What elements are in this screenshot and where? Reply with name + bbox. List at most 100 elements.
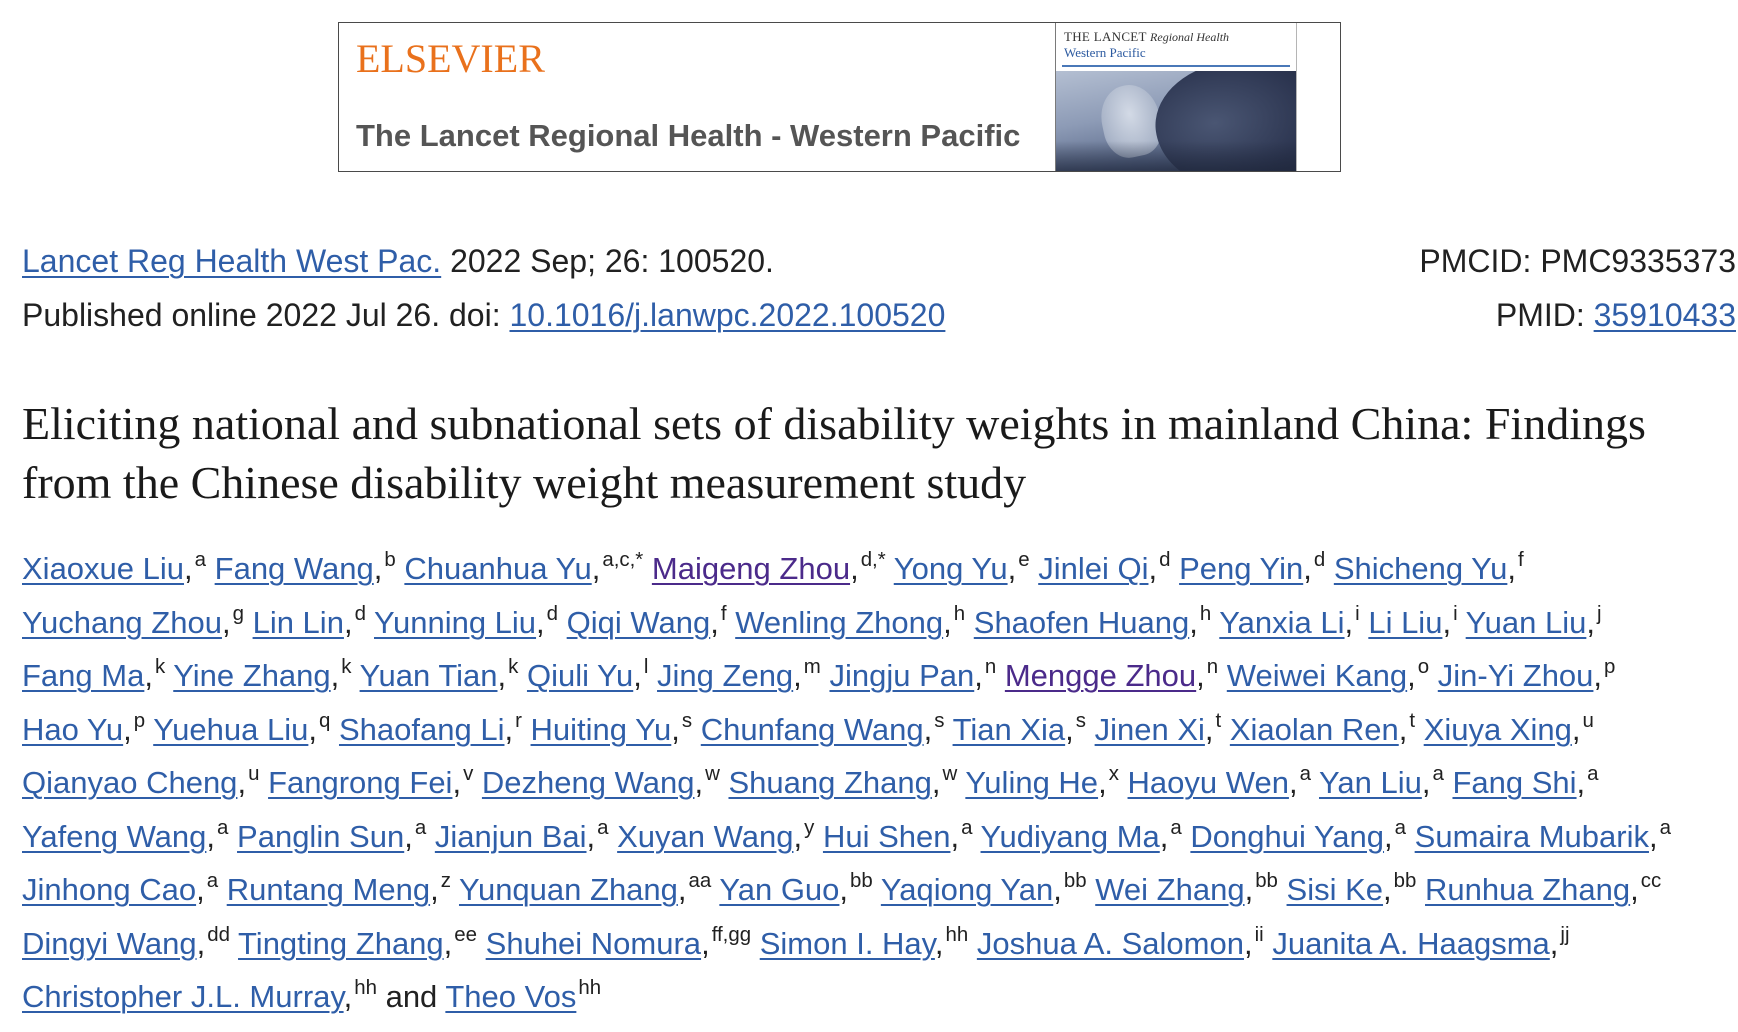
author-affiliation-sup[interactable]: i	[1453, 601, 1458, 625]
author-affiliation-sup[interactable]: s	[1075, 708, 1086, 732]
author-affiliation-sup[interactable]: a	[414, 815, 427, 839]
author-link[interactable]: Jing Zeng	[657, 658, 794, 693]
author-affiliation-sup[interactable]: i	[1355, 601, 1360, 625]
author-link[interactable]: Jinhong Cao	[22, 872, 197, 907]
author-link[interactable]: Yan Liu	[1319, 765, 1422, 800]
author-affiliation-sup[interactable]: t	[1215, 708, 1222, 732]
author-affiliation-sup[interactable]: p	[133, 708, 146, 732]
author-link[interactable]: Yong Yu	[893, 551, 1008, 586]
author-link[interactable]: Hao Yu	[22, 711, 124, 747]
author-link[interactable]: Shicheng Yu	[1333, 551, 1508, 586]
author-link[interactable]: Huiting Yu	[530, 711, 672, 747]
author-link[interactable]: Wenling Zhong	[735, 604, 944, 640]
author-affiliation-sup[interactable]: d	[1159, 548, 1171, 572]
author-link[interactable]: Maigeng Zhou	[651, 551, 851, 586]
journal-banner[interactable]: ELSEVIER The Lancet Regional Health - We…	[338, 22, 1341, 172]
author-link[interactable]: Simon I. Hay	[759, 925, 935, 961]
author-affiliation-sup[interactable]: u	[248, 762, 260, 786]
author-affiliation-sup[interactable]: a	[217, 815, 229, 839]
author-link[interactable]: Yafeng Wang	[22, 818, 207, 854]
author-link[interactable]: Jinen Xi	[1094, 711, 1205, 747]
author-affiliation-sup[interactable]: n	[984, 655, 997, 679]
author-link[interactable]: Yaqiong Yan	[880, 872, 1054, 907]
author-affiliation-sup[interactable]: d,*	[860, 548, 886, 572]
author-affiliation-sup[interactable]: ii	[1254, 922, 1264, 946]
author-affiliation-sup[interactable]: q	[318, 708, 331, 732]
author-link[interactable]: Chuanhua Yu	[404, 551, 592, 586]
author-link[interactable]: Jingju Pan	[829, 658, 975, 693]
author-link[interactable]: Shaofang Li	[338, 711, 505, 747]
author-affiliation-sup[interactable]: jj	[1560, 922, 1570, 946]
author-affiliation-sup[interactable]: bb	[1393, 869, 1417, 893]
author-link[interactable]: Peng Yin	[1179, 551, 1304, 586]
author-link[interactable]: Haoyu Wen	[1127, 765, 1289, 800]
author-affiliation-sup[interactable]: f	[720, 601, 727, 625]
author-link[interactable]: Fangrong Fei	[268, 765, 453, 800]
author-link[interactable]: Yuling He	[965, 765, 1099, 800]
author-affiliation-sup[interactable]: ff,gg	[711, 922, 752, 946]
author-link[interactable]: Shaofen Huang	[973, 604, 1190, 640]
author-link[interactable]: Qiuli Yu	[526, 658, 634, 693]
author-affiliation-sup[interactable]: d	[354, 601, 366, 625]
author-affiliation-sup[interactable]: a	[1170, 815, 1182, 839]
author-link[interactable]: Runhua Zhang	[1425, 872, 1631, 907]
author-link[interactable]: Qiqi Wang	[566, 604, 711, 640]
author-affiliation-sup[interactable]: bb	[850, 869, 873, 893]
doi-link[interactable]: 10.1016/j.lanwpc.2022.100520	[509, 297, 946, 333]
author-link[interactable]: Jinlei Qi	[1038, 551, 1149, 586]
author-affiliation-sup[interactable]: j	[1596, 601, 1602, 625]
author-affiliation-sup[interactable]: b	[384, 548, 396, 572]
journal-link[interactable]: Lancet Reg Health West Pac.	[22, 243, 442, 279]
author-link[interactable]: Yuchang Zhou	[22, 604, 222, 640]
author-affiliation-sup[interactable]: bb	[1255, 869, 1278, 893]
pmid-link[interactable]: 35910433	[1593, 297, 1736, 333]
author-link[interactable]: Donghui Yang	[1190, 818, 1385, 854]
author-link[interactable]: Panglin Sun	[237, 818, 405, 854]
author-link[interactable]: Shuang Zhang	[728, 765, 932, 800]
author-link[interactable]: Tian Xia	[952, 711, 1066, 747]
author-link[interactable]: Hui Shen	[822, 818, 951, 854]
author-affiliation-sup[interactable]: s	[681, 708, 693, 732]
author-affiliation-sup[interactable]: a	[206, 869, 219, 893]
author-affiliation-sup[interactable]: l	[643, 655, 649, 679]
author-link[interactable]: Christopher J.L. Murray	[22, 979, 344, 1014]
author-affiliation-sup[interactable]: t	[1409, 708, 1416, 732]
author-affiliation-sup[interactable]: a	[1659, 815, 1671, 839]
author-link[interactable]: Weiwei Kang	[1226, 658, 1408, 693]
author-affiliation-sup[interactable]: a	[1587, 762, 1599, 786]
author-affiliation-sup[interactable]: z	[440, 869, 451, 893]
author-affiliation-sup[interactable]: k	[154, 655, 166, 679]
author-affiliation-sup[interactable]: g	[232, 601, 244, 625]
author-link[interactable]: Shuhei Nomura	[485, 925, 702, 961]
author-affiliation-sup[interactable]: w	[942, 762, 958, 786]
author-link[interactable]: Tingting Zhang	[238, 925, 444, 961]
author-affiliation-sup[interactable]: d	[546, 601, 559, 625]
author-link[interactable]: Yunquan Zhang	[458, 872, 678, 907]
author-affiliation-sup[interactable]: aa	[688, 869, 712, 893]
author-link[interactable]: Xiuya Xing	[1423, 711, 1572, 747]
author-link[interactable]: Mengge Zhou	[1004, 658, 1197, 693]
author-affiliation-sup[interactable]: s	[934, 708, 945, 732]
author-link[interactable]: Fang Ma	[22, 658, 145, 693]
author-link[interactable]: Yunning Liu	[374, 604, 537, 640]
author-link[interactable]: Yine Zhang	[173, 658, 331, 693]
author-link[interactable]: Jianjun Bai	[434, 818, 587, 854]
author-link[interactable]: Yuan Tian	[359, 658, 498, 693]
author-affiliation-sup[interactable]: a	[194, 548, 207, 572]
author-affiliation-sup[interactable]: w	[705, 762, 720, 786]
author-link[interactable]: Fang Wang	[214, 551, 374, 586]
author-affiliation-sup[interactable]: hh	[578, 976, 602, 1000]
author-link[interactable]: Dezheng Wang	[481, 765, 695, 800]
author-link[interactable]: Yuehua Liu	[153, 711, 309, 747]
author-affiliation-sup[interactable]: cc	[1640, 869, 1662, 893]
author-link[interactable]: Jin-Yi Zhou	[1437, 658, 1594, 693]
author-affiliation-sup[interactable]: h	[953, 601, 966, 625]
author-affiliation-sup[interactable]: a	[961, 815, 973, 839]
author-affiliation-sup[interactable]: k	[508, 655, 519, 679]
author-affiliation-sup[interactable]: dd	[207, 922, 230, 946]
author-link[interactable]: Runtang Meng	[226, 872, 431, 907]
author-link[interactable]: Chunfang Wang	[700, 711, 924, 747]
author-link[interactable]: Yudiyang Ma	[980, 818, 1160, 854]
author-affiliation-sup[interactable]: r	[515, 708, 522, 732]
author-affiliation-sup[interactable]: p	[1604, 655, 1616, 679]
